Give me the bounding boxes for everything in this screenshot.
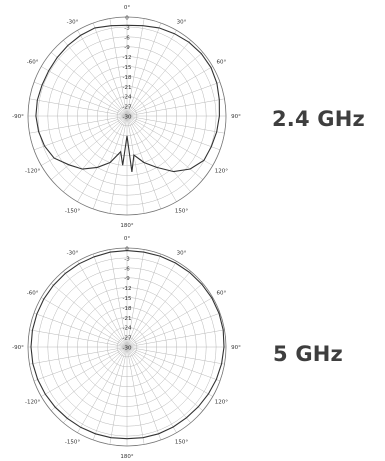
angle-tick-label: 180° [120,454,133,460]
radiation-pattern-2-4ghz: 0 -3 -6 -9 -12 -15 -18 -21 -24 -27 -30 0° 30° 60° 90° 1… [12,5,241,229]
angle-tick-label: -60° [27,291,39,297]
angle-tick-label: 0° [124,5,130,11]
db-tick-label: 0 [125,16,129,22]
angle-tick-label: 150° [175,439,188,445]
angle-tick-label: -30° [67,20,79,26]
db-tick-label: -30 [123,346,132,352]
polar-plot-2-4ghz: 0 -3 -6 -9 -12 -15 -18 -21 -24 -27 -30 0° 30° 60° 90° 1… [0,0,255,230]
db-tick-label: 0 [125,247,129,253]
angle-tick-label: -90° [12,114,24,120]
band-label-2-4ghz: 2.4 GHz [272,107,365,131]
db-tick-label: -6 [124,35,130,41]
angle-tick-label: 90° [231,345,241,351]
polar-plot-5ghz: 0 -3 -6 -9 -12 -15 -18 -21 -24 -27 -30 0° 30° 60° 90° 1… [0,231,255,461]
db-tick-label: -15 [123,65,132,71]
angle-tick-label: 30° [177,251,187,257]
angle-tick-label: 0° [124,236,130,242]
angle-tick-label: 180° [120,223,133,229]
angle-tick-label: -150° [65,208,80,214]
angle-tick-label: -150° [65,439,80,445]
db-tick-label: -18 [123,75,132,81]
angle-tick-label: 90° [231,114,241,120]
db-tick-label: -27 [123,336,132,342]
db-tick-label: -21 [123,85,132,91]
db-tick-label: -24 [123,326,132,332]
radiation-pattern-curve [30,250,225,440]
angle-tick-label: -120° [25,400,40,406]
db-tick-label: -21 [123,316,132,322]
radiation-pattern-5ghz: 0 -3 -6 -9 -12 -15 -18 -21 -24 -27 -30 0° 30° 60° 90° 1… [12,236,241,460]
db-tick-label: -18 [123,306,132,312]
db-tick-label: -15 [123,296,132,302]
angle-tick-label: 120° [215,400,228,406]
angle-tick-label: 60° [217,60,227,66]
radiation-pattern-curve [35,24,220,173]
angle-tick-label: 60° [217,291,227,297]
db-tick-label: -12 [123,55,132,61]
db-tick-label: -12 [123,286,132,292]
db-tick-label: -9 [124,45,130,51]
angle-tick-label: 30° [177,20,187,26]
angle-tick-label: 120° [215,169,228,175]
db-tick-label: -3 [124,25,130,31]
db-tick-label: -3 [124,256,130,262]
angle-tick-label: -90° [12,345,24,351]
db-tick-label: -9 [124,276,130,282]
polar-grid [27,247,227,447]
db-tick-label: -6 [124,266,130,272]
db-tick-label: -24 [123,95,132,101]
db-tick-label: -27 [123,105,132,111]
db-tick-label: -30 [123,115,132,121]
angle-tick-label: 150° [175,208,188,214]
angle-tick-label: -60° [27,60,39,66]
band-label-5ghz: 5 GHz [273,342,343,366]
angle-tick-label: -120° [25,169,40,175]
angle-tick-label: -30° [67,251,79,257]
